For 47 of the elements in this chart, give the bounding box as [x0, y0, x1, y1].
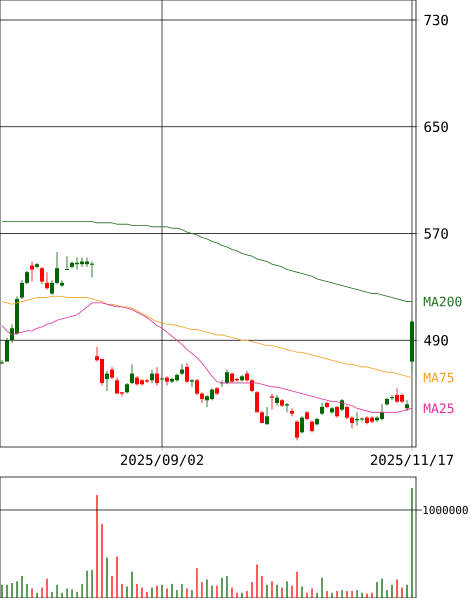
x-tick-label: 2025/09/02	[120, 454, 203, 466]
candlestick	[20, 280, 24, 300]
candlestick	[295, 420, 299, 441]
candlestick	[390, 394, 394, 401]
candlestick	[185, 362, 189, 384]
candlestick	[255, 390, 259, 413]
candlestick	[130, 364, 134, 385]
candlestick	[40, 266, 44, 285]
candlestick	[195, 378, 199, 396]
x-tick-label: 2025/11/17	[370, 454, 454, 466]
candlestick	[25, 270, 29, 285]
candlestick	[45, 272, 49, 290]
candlestick	[155, 366, 159, 386]
text: 1000000	[424, 506, 468, 514]
series-label: MA200	[424, 296, 462, 306]
candlestick	[225, 369, 229, 385]
candlestick	[105, 370, 109, 392]
y-tick-label: 570	[424, 228, 448, 239]
candlestick	[405, 400, 409, 412]
candlestick	[30, 261, 34, 282]
candlestick	[275, 394, 279, 406]
candlestick	[125, 382, 129, 394]
candlestick	[245, 370, 250, 382]
y-tick-label: 650	[424, 121, 448, 132]
candlestick	[350, 416, 354, 429]
candlestick	[5, 337, 9, 362]
candlestick	[0, 360, 4, 365]
candlestick	[200, 392, 204, 404]
candlestick	[300, 416, 304, 434]
series-label: MA75	[424, 372, 454, 382]
candlestick	[345, 405, 349, 420]
candlestick	[50, 280, 54, 296]
candlestick	[55, 252, 59, 285]
candlestick	[110, 366, 114, 380]
candlestick	[335, 405, 339, 418]
y-tick-label: 490	[424, 334, 448, 346]
y-tick-label: 730	[424, 14, 448, 26]
candlestick	[305, 410, 309, 421]
candlestick	[180, 364, 184, 376]
candlestick	[265, 406, 270, 425]
candlestick	[310, 420, 314, 433]
candlestick	[64, 256, 70, 270]
series-label: MA25	[424, 403, 454, 414]
candlestick	[150, 369, 154, 384]
candlestick	[260, 410, 264, 424]
candlestick	[320, 402, 324, 416]
candlestick	[165, 376, 169, 386]
